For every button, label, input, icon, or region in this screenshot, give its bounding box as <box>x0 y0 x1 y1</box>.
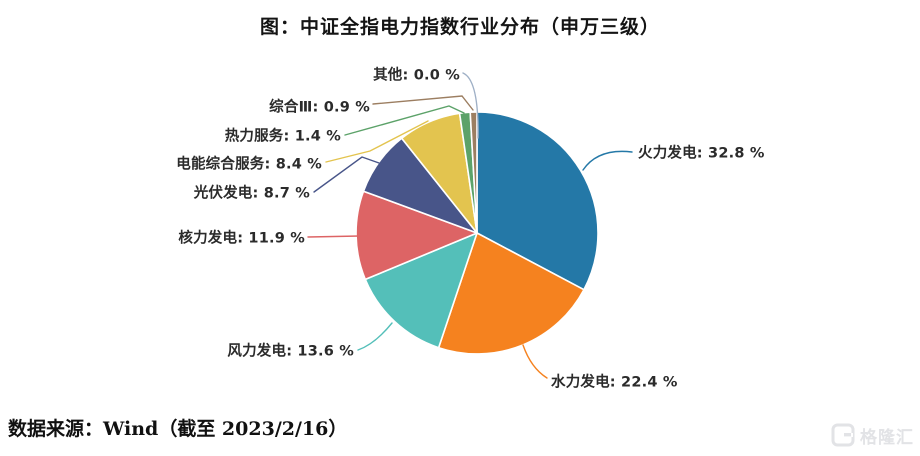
leader-line-0 <box>582 150 633 171</box>
slice-label-5: 电能综合服务: 8.4 % <box>176 156 322 173</box>
pie-slice-1 <box>437 232 585 355</box>
leader-line-2 <box>357 322 393 351</box>
leader-line-4 <box>313 156 380 193</box>
gelonghui-watermark: 格隆汇 <box>830 422 914 448</box>
leader-line-3 <box>307 235 361 238</box>
slice-label-2: 风力发电: 13.6 % <box>227 343 354 360</box>
leader-line-8 <box>462 72 479 139</box>
slice-label-3: 核力发电: 11.9 % <box>178 230 305 247</box>
slice-label-4: 光伏发电: 8.7 % <box>193 185 310 202</box>
chart-title: 图：中证全指电力指数行业分布（申万三级） <box>259 16 660 38</box>
slice-label-7: 综合Ⅲ: 0.9 % <box>269 99 370 116</box>
slice-label-6: 热力服务: 1.4 % <box>224 128 341 145</box>
gelonghui-g-icon <box>831 423 855 447</box>
pie-slice-0 <box>476 111 599 291</box>
slice-label-1: 水力发电: 22.4 % <box>551 374 678 391</box>
pie-slice-2 <box>364 232 478 349</box>
gelonghui-brand-text: 格隆汇 <box>860 427 914 448</box>
data-source-text: 数据来源：Wind（截至 2023/2/16） <box>8 418 348 440</box>
leader-line-5 <box>325 120 429 163</box>
leader-line-7 <box>372 95 474 111</box>
leader-line-6 <box>344 105 465 136</box>
leader-line-1 <box>522 344 548 379</box>
slice-label-8: 其他: 0.0 % <box>373 67 460 84</box>
slice-label-0: 火力发电: 32.8 % <box>638 145 765 162</box>
